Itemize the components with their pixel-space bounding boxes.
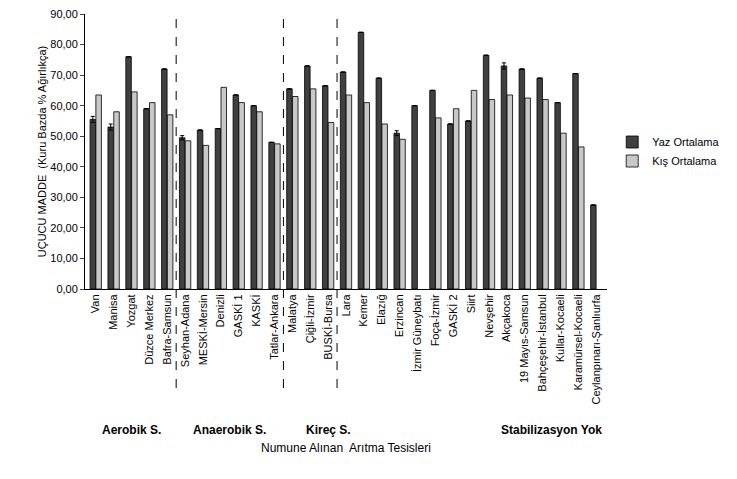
svg-text:Numune Alınan Arıtma Tesisler: Numune Alınan Arıtma Tesisleri: [261, 441, 431, 455]
svg-text:Anaerobik S.: Anaerobik S.: [193, 423, 266, 437]
svg-text:İzmir Güneybatı: İzmir Güneybatı: [411, 294, 423, 372]
svg-text:Nevşehir: Nevşehir: [483, 294, 495, 338]
svg-text:Çiğli-İzmir: Çiğli-İzmir: [304, 294, 316, 343]
svg-text:Akçakoca: Akçakoca: [500, 294, 512, 343]
svg-text:Lara: Lara: [340, 294, 352, 317]
svg-text:Düzce Merkez: Düzce Merkez: [143, 294, 155, 364]
svg-text:Ceylanpınarı-Şanlıurfa: Ceylanpınarı-Şanlıurfa: [590, 294, 602, 405]
svg-text:Seyhan-Adana: Seyhan-Adana: [179, 294, 191, 368]
svg-text:Erzincan: Erzincan: [393, 294, 405, 337]
svg-text:Malatya: Malatya: [286, 294, 298, 333]
svg-text:Kireç S.: Kireç S.: [306, 423, 351, 437]
svg-text:Karamürsel-Kocaeli: Karamürsel-Kocaeli: [572, 294, 584, 390]
svg-text:20,00: 20,00: [50, 222, 78, 234]
svg-text:Yaz Ortalama: Yaz Ortalama: [652, 136, 719, 148]
svg-text:KASKİ: KASKİ: [250, 294, 262, 326]
svg-text:10,00: 10,00: [50, 252, 78, 264]
svg-text:Yozgat: Yozgat: [125, 294, 137, 327]
svg-text:GASKİ 2: GASKİ 2: [447, 294, 459, 337]
svg-text:60,00: 60,00: [50, 100, 78, 112]
svg-text:0,00: 0,00: [56, 283, 77, 295]
svg-text:UÇUCU MADDE (Kuru Bazda % Ağı: UÇUCU MADDE (Kuru Bazda % Ağırlıkça): [36, 46, 48, 258]
svg-text:GASKİ 1: GASKİ 1: [232, 294, 244, 337]
svg-text:19 Mayıs-Samsun: 19 Mayıs-Samsun: [518, 294, 530, 383]
svg-text:Siirt: Siirt: [465, 294, 477, 313]
svg-text:80,00: 80,00: [50, 38, 78, 50]
svg-text:40,00: 40,00: [50, 161, 78, 173]
svg-text:Manisa: Manisa: [107, 294, 119, 330]
svg-text:Kış Ortalama: Kış Ortalama: [652, 155, 717, 167]
svg-text:Bahçeşehir-İstanbul: Bahçeşehir-İstanbul: [536, 294, 548, 391]
svg-text:Stabilizasyon Yok: Stabilizasyon Yok: [501, 423, 602, 437]
svg-text:Kemer: Kemer: [357, 294, 369, 327]
svg-text:Tatlar-Ankara: Tatlar-Ankara: [268, 294, 280, 360]
svg-text:MESKİ-Mersin: MESKİ-Mersin: [197, 294, 209, 365]
svg-text:Bafra-Samsun: Bafra-Samsun: [161, 294, 173, 364]
svg-text:Kullar-Kocaeli: Kullar-Kocaeli: [554, 294, 566, 362]
svg-text:30,00: 30,00: [50, 191, 78, 203]
svg-text:BUSKİ-Bursa: BUSKİ-Bursa: [322, 294, 334, 360]
svg-text:Aerobik S.: Aerobik S.: [102, 423, 161, 437]
svg-text:90,00: 90,00: [50, 8, 78, 20]
svg-text:Van: Van: [89, 294, 101, 313]
svg-text:Denizli: Denizli: [214, 294, 226, 327]
svg-text:Foça-İzmir: Foça-İzmir: [429, 294, 441, 346]
svg-text:50,00: 50,00: [50, 130, 78, 142]
svg-text:Elazığ: Elazığ: [375, 294, 387, 325]
svg-text:70,00: 70,00: [50, 69, 78, 81]
